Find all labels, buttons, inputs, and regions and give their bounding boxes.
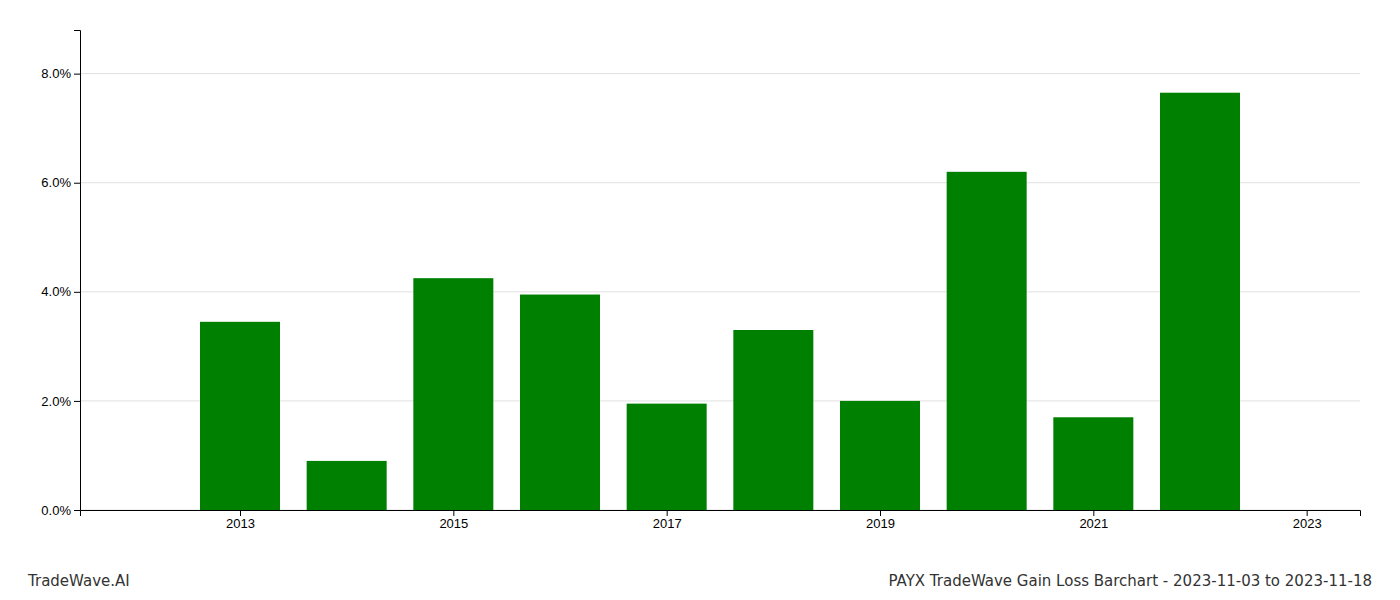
bar bbox=[733, 330, 813, 510]
y-tick: 6.0% bbox=[41, 175, 80, 190]
y-tick-label: 4.0% bbox=[41, 284, 71, 299]
y-tick-label: 2.0% bbox=[41, 394, 71, 409]
y-tick: 8.0% bbox=[41, 66, 80, 81]
annotation: TradeWave.AI bbox=[27, 572, 130, 590]
grid bbox=[80, 74, 1360, 510]
x-tick: 2015 bbox=[439, 510, 468, 531]
footer: TradeWave.AI PAYX TradeWave Gain Loss Bar… bbox=[27, 572, 1372, 590]
plot: 2013 2015 2017 2019 2021 2023 0.0% 2.0% 4.0% 6.0%… bbox=[41, 31, 1360, 532]
x-tick-mark bbox=[453, 510, 454, 516]
x-tick-mark bbox=[1093, 510, 1094, 516]
y-tick-label: 6.0% bbox=[41, 175, 71, 190]
bar bbox=[200, 322, 280, 510]
bar bbox=[627, 404, 707, 510]
y-tick-mark bbox=[74, 292, 80, 293]
x-tick: 2021 bbox=[1079, 510, 1108, 531]
y-tick: 2.0% bbox=[41, 394, 80, 409]
bar bbox=[413, 278, 493, 510]
x-tick: 2019 bbox=[866, 510, 895, 531]
x-tick-mark bbox=[880, 510, 881, 516]
x-tick-mark bbox=[240, 510, 241, 516]
y-tick-mark bbox=[74, 74, 80, 75]
bar bbox=[947, 172, 1027, 510]
x-tick-mark bbox=[1307, 510, 1308, 516]
y-axis: 0.0% 2.0% 4.0% 6.0% 8.0% bbox=[41, 31, 80, 518]
x-tick: 2013 bbox=[226, 510, 255, 531]
bars bbox=[200, 93, 1240, 510]
y-tick: 0.0% bbox=[41, 503, 80, 518]
bar bbox=[1053, 417, 1133, 510]
y-tick-mark bbox=[74, 401, 80, 402]
y-tick-mark bbox=[74, 183, 80, 184]
x-tick-label: 2017 bbox=[653, 516, 682, 531]
bar bbox=[840, 401, 920, 510]
grid-line bbox=[80, 73, 1360, 74]
y-axis-line bbox=[74, 31, 81, 511]
y-tick-label: 0.0% bbox=[41, 503, 71, 518]
x-tick: 2017 bbox=[653, 510, 682, 531]
x-tick: 2023 bbox=[1293, 510, 1322, 531]
x-tick-label: 2023 bbox=[1293, 516, 1322, 531]
y-tick: 4.0% bbox=[41, 284, 80, 299]
x-axis-line bbox=[81, 511, 1361, 517]
bar bbox=[307, 461, 387, 510]
x-tick-mark bbox=[667, 510, 668, 516]
annotation: PAYX TradeWave Gain Loss Barchart - 2023… bbox=[888, 572, 1372, 590]
x-tick-label: 2015 bbox=[439, 516, 468, 531]
x-tick-label: 2021 bbox=[1079, 516, 1108, 531]
x-tick-label: 2013 bbox=[226, 516, 255, 531]
y-tick-mark bbox=[74, 510, 80, 511]
x-axis: 2013 2015 2017 2019 2021 2023 bbox=[81, 510, 1361, 531]
bar bbox=[1160, 93, 1240, 510]
y-tick-label: 8.0% bbox=[41, 66, 71, 81]
bar bbox=[520, 295, 600, 510]
chart: 2013 2015 2017 2019 2021 2023 0.0% 2.0% 4.0% 6.0%… bbox=[0, 0, 1400, 600]
x-tick-label: 2019 bbox=[866, 516, 895, 531]
